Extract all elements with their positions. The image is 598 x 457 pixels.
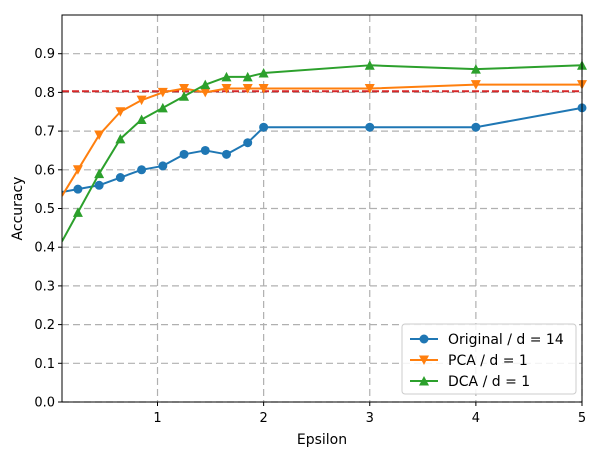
data-point	[364, 60, 375, 70]
data-point	[94, 168, 105, 179]
series-2	[62, 60, 587, 242]
data-point	[259, 122, 269, 132]
legend: Original / d = 14 PCA / d = 1 DCA / d = 1	[401, 323, 577, 395]
data-point	[365, 122, 375, 132]
series-1	[62, 80, 587, 197]
y-tick-label: 0.1	[34, 357, 55, 372]
data-point	[72, 165, 83, 175]
y-tick-label: 0.8	[34, 86, 55, 101]
data-point	[242, 71, 253, 82]
data-point	[200, 87, 211, 98]
y-tick-label: 0.0	[34, 396, 55, 411]
y-tick-label: 0.5	[34, 202, 55, 217]
legend-item: DCA / d = 1	[410, 374, 530, 390]
data-point	[470, 64, 481, 74]
data-point	[200, 145, 210, 155]
x-tick-label: 4	[472, 411, 480, 426]
x-tick-label: 3	[366, 411, 374, 426]
y-tick-label: 0.3	[34, 279, 55, 294]
data-point	[137, 165, 147, 175]
axis-ticks: 0.0 0.1 0.2 0.3 0.4 0.5 0.6 0.7 0.8 0.9 1 2 3 4 5	[34, 47, 586, 426]
legend-marker	[419, 355, 429, 365]
data-point	[115, 133, 126, 144]
data-point	[179, 84, 190, 94]
data-point	[157, 102, 168, 113]
data-point	[179, 91, 190, 101]
data-point	[179, 149, 189, 159]
data-point	[73, 184, 83, 194]
data-point	[200, 79, 211, 90]
data-point	[157, 87, 168, 98]
data-point	[94, 130, 105, 140]
legend-box	[401, 323, 577, 395]
legend-label: PCA / d = 1	[448, 353, 528, 369]
legend-label: DCA / d = 1	[448, 374, 530, 390]
data-point	[136, 114, 147, 124]
legend-marker	[419, 376, 429, 386]
data-point	[115, 107, 126, 117]
x-tick-label: 2	[259, 411, 267, 426]
series-0	[62, 103, 587, 194]
data-point	[158, 161, 168, 171]
data-point	[221, 84, 232, 94]
y-tick-label: 0.4	[34, 241, 55, 256]
x-axis-label: Epsilon	[297, 432, 347, 448]
data-point	[258, 84, 269, 94]
legend-label: Original / d = 14	[448, 332, 564, 348]
series-group	[62, 60, 587, 242]
data-point	[258, 68, 269, 78]
data-point	[471, 122, 481, 132]
legend-item: PCA / d = 1	[410, 353, 528, 369]
y-tick-label: 0.9	[34, 47, 55, 62]
data-point	[94, 180, 104, 190]
data-point	[136, 95, 147, 106]
data-point	[221, 71, 232, 82]
data-point	[243, 138, 253, 148]
legend-marker	[419, 334, 429, 344]
x-tick-label: 1	[153, 411, 161, 426]
data-point	[115, 173, 125, 183]
data-point	[72, 207, 83, 217]
legend-item: Original / d = 14	[410, 332, 564, 348]
data-point	[470, 80, 481, 90]
y-tick-label: 0.6	[34, 163, 55, 178]
y-axis-label: Accuracy	[10, 177, 26, 241]
y-tick-label: 0.7	[34, 125, 55, 140]
data-point	[364, 84, 375, 94]
y-tick-label: 0.2	[34, 318, 55, 333]
data-point	[242, 84, 253, 94]
data-point	[221, 149, 231, 159]
series-line	[62, 64, 583, 242]
x-tick-label: 5	[578, 411, 586, 426]
